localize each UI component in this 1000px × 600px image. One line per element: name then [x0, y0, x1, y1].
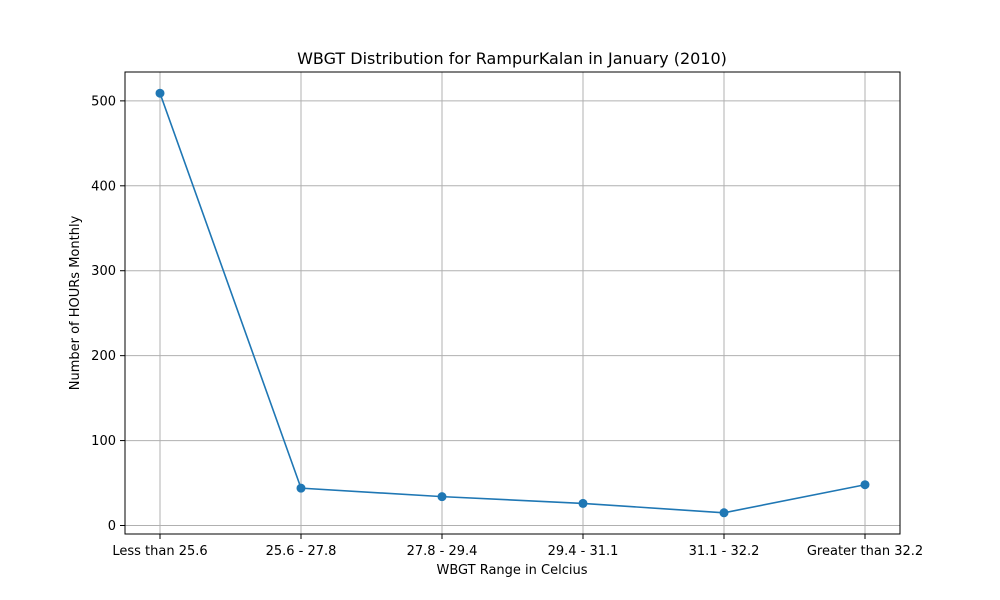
data-point	[437, 492, 447, 502]
data-point	[578, 498, 588, 508]
data-point	[860, 480, 870, 490]
y-tick-label: 200	[91, 349, 116, 364]
plot-frame	[124, 71, 901, 535]
x-tick-label: 31.1 - 32.2	[689, 544, 760, 559]
y-tick-label: 400	[91, 179, 116, 194]
data-point	[155, 88, 165, 98]
y-tick-label: 0	[108, 519, 116, 534]
x-tick-label: 29.4 - 31.1	[548, 544, 619, 559]
x-axis-label: WBGT Range in Celcius	[436, 563, 587, 578]
x-tick-label: 27.8 - 29.4	[407, 544, 478, 559]
series-line	[159, 92, 866, 514]
chart-title: WBGT Distribution for RampurKalan in Jan…	[297, 49, 727, 68]
series-layer	[155, 88, 870, 518]
y-tick-label: 100	[91, 434, 116, 449]
y-tick-label: 500	[91, 94, 116, 109]
y-tick-label: 300	[91, 264, 116, 279]
x-tick-label: Greater than 32.2	[807, 544, 923, 559]
axis-ticks: Less than 25.6 25.6 - 27.8 27.8 - 29.4 29.4…	[91, 94, 923, 559]
x-tick-label: 25.6 - 27.8	[266, 544, 337, 559]
y-axis-label: Number of HOURs Monthly	[68, 215, 83, 390]
data-point	[296, 483, 306, 493]
grid-lines	[125, 72, 900, 534]
x-tick-label: Less than 25.6	[112, 544, 207, 559]
data-point	[719, 508, 729, 518]
